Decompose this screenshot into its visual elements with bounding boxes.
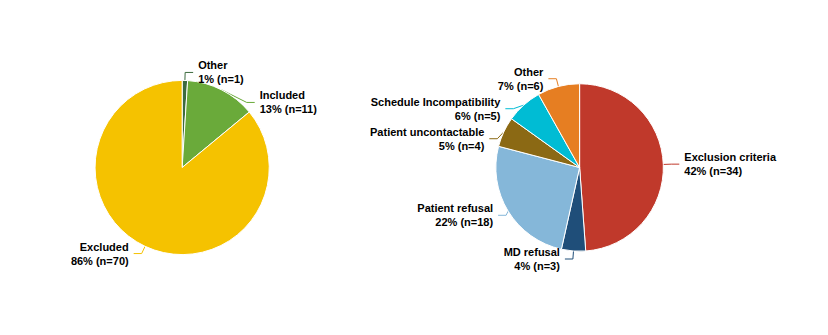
svg-text:7% (n=6): 7% (n=6): [498, 80, 544, 92]
svg-text:5% (n=4): 5% (n=4): [439, 140, 485, 152]
svg-text:6% (n=5): 6% (n=5): [455, 110, 501, 122]
svg-text:Exclusion criteria: Exclusion criteria: [684, 151, 777, 163]
svg-text:Other: Other: [514, 66, 544, 78]
svg-text:MD refusal: MD refusal: [504, 246, 560, 258]
svg-text:86% (n=70): 86% (n=70): [71, 255, 129, 267]
svg-text:4% (n=3): 4% (n=3): [514, 260, 560, 272]
svg-text:1% (n=1): 1% (n=1): [198, 73, 244, 85]
svg-text:42% (n=34): 42% (n=34): [684, 165, 742, 177]
svg-text:Other: Other: [198, 59, 228, 71]
svg-text:22% (n=18): 22% (n=18): [435, 216, 493, 228]
svg-text:Patient uncontactable: Patient uncontactable: [370, 126, 484, 138]
svg-text:13% (n=11): 13% (n=11): [260, 103, 318, 115]
svg-text:Schedule Incompatibility: Schedule Incompatibility: [371, 96, 501, 108]
svg-text:Excluded: Excluded: [80, 241, 129, 253]
svg-text:Patient refusal: Patient refusal: [417, 202, 493, 214]
svg-text:Included: Included: [260, 89, 305, 101]
